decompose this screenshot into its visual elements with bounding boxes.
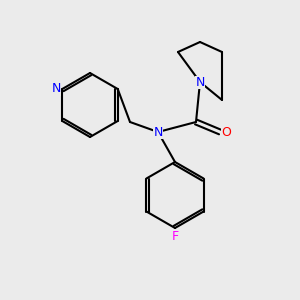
Text: F: F [171,230,178,243]
Text: O: O [221,125,231,139]
Text: N: N [195,76,205,88]
Text: N: N [52,82,61,95]
Text: N: N [153,125,163,139]
